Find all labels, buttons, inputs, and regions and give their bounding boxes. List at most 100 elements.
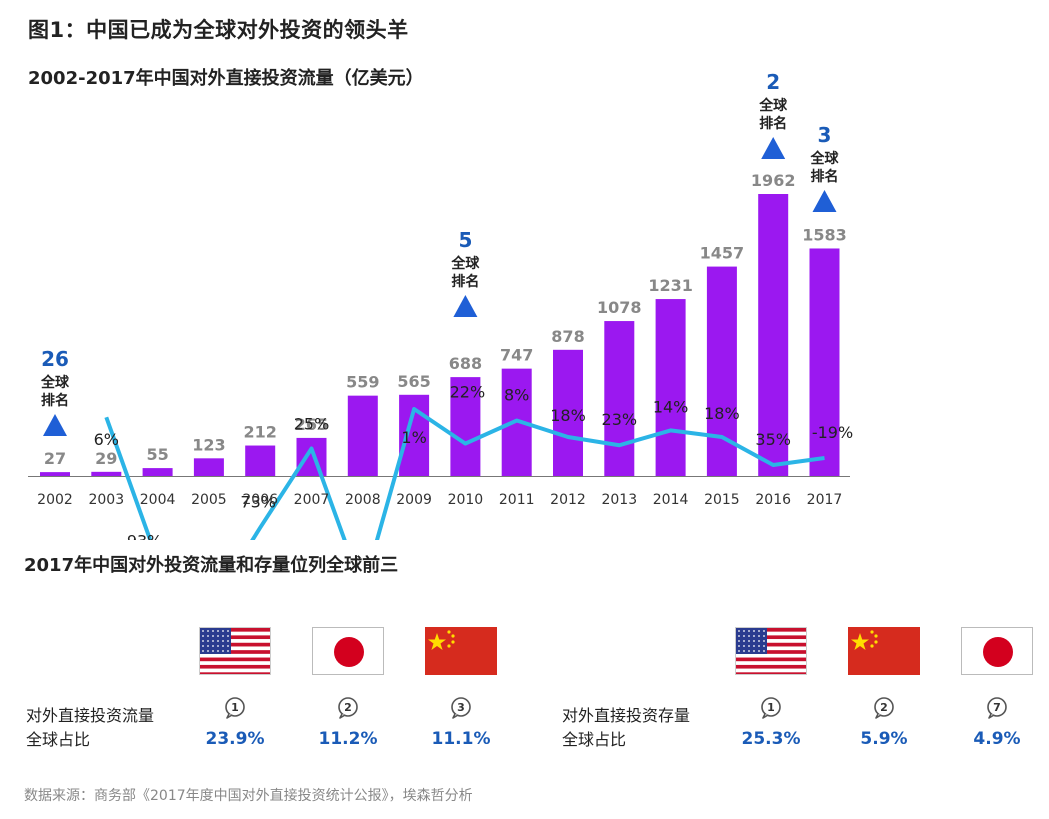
rank-label2-2010: 排名 (451, 273, 479, 290)
bar-label-2016: 1962 (751, 171, 796, 190)
growth-label-2007: 25% (294, 415, 330, 434)
svg-text:7: 7 (993, 701, 1001, 714)
flow-label-line2: 全球占比 (26, 730, 91, 749)
x-tick-2012: 2012 (550, 492, 586, 508)
x-tick-2016: 2016 (755, 492, 791, 508)
rank-label1-2010: 全球 (450, 255, 480, 272)
bar-label-2006: 212 (243, 423, 276, 442)
bar-2016 (758, 194, 789, 476)
x-tick-2005: 2005 (191, 492, 227, 508)
x-tick-2004: 2004 (140, 492, 176, 508)
rank-bubble-icon: 2 (872, 696, 894, 719)
x-tick-2006: 2006 (242, 492, 278, 508)
rank-label2-2016: 排名 (759, 115, 787, 132)
rank-number-2010: 5 (458, 228, 472, 252)
rank-up-triangle-icon-2010 (453, 295, 478, 317)
rank-number-2016: 2 (766, 70, 780, 94)
flow-share-2: 11.2% (318, 729, 378, 749)
bar-2004 (142, 468, 173, 476)
svg-text:2: 2 (880, 701, 888, 714)
growth-label-2012: 18% (550, 406, 586, 425)
flow-label-line1: 对外直接投资流量 (26, 706, 155, 725)
stock-share-3: 4.9% (973, 729, 1021, 749)
section2-title: 2017年中国对外投资流量和存量位列全球前三 (24, 555, 399, 576)
bar-2003 (91, 471, 122, 476)
rank-number-2017: 3 (818, 123, 832, 147)
x-tick-2017: 2017 (807, 492, 843, 508)
x-tick-2011: 2011 (499, 492, 535, 508)
rank-up-triangle-icon-2002 (43, 414, 67, 436)
growth-label-2004: 93% (127, 532, 163, 540)
bar-2013 (604, 321, 635, 476)
x-tick-2007: 2007 (294, 492, 330, 508)
growth-label-2003: 6% (94, 430, 119, 449)
bar-label-2010: 688 (449, 354, 482, 373)
flow-share-1: 23.9% (205, 729, 265, 749)
chart-title: 2002-2017年中国对外直接投资流量（亿美元） (28, 68, 424, 89)
x-tick-2013: 2013 (601, 492, 637, 508)
bar-2005 (193, 458, 224, 476)
rank-label2-2017: 排名 (811, 168, 839, 185)
bar-label-2003: 29 (95, 449, 117, 468)
growth-label-2010: 22% (450, 383, 486, 402)
bar-label-2008: 559 (346, 373, 379, 392)
bar-label-2017: 1583 (802, 225, 847, 244)
stock-share-1: 25.3% (741, 729, 801, 749)
source-note: 数据来源：商务部《2017年度中国对外直接投资统计公报》，埃森哲分析 (24, 788, 473, 804)
bar-label-2005: 123 (192, 435, 225, 454)
bar-2014 (655, 299, 686, 476)
stock-share-2: 5.9% (860, 729, 908, 749)
rank-up-triangle-icon-2016 (761, 137, 786, 159)
cn-flag-icon (848, 627, 920, 675)
rank-up-triangle-icon-2017 (812, 190, 837, 212)
bar-2002 (40, 472, 70, 476)
growth-line (104, 407, 825, 540)
bar-label-2007: 265 (295, 415, 328, 434)
x-tick-2009: 2009 (396, 492, 432, 508)
bar-2017 (809, 248, 840, 476)
jp-flag-icon (961, 627, 1033, 675)
growth-label-2015: 18% (704, 404, 740, 423)
x-tick-2008: 2008 (345, 492, 381, 508)
svg-text:1: 1 (231, 701, 239, 714)
rank-bubble-icon: 7 (985, 696, 1007, 719)
svg-text:2: 2 (344, 701, 352, 714)
flow-row-label: 对外直接投资流量 全球占比 (26, 704, 154, 752)
us-flag-icon (735, 627, 807, 675)
bar-2010 (450, 377, 481, 476)
cn-flag-icon (425, 627, 497, 675)
figure-title: 图1：中国已成为全球对外投资的领头羊 (28, 18, 409, 42)
growth-label-2017: -19% (812, 423, 853, 442)
bar-label-2011: 747 (500, 346, 533, 365)
bar-label-2002: 27 (44, 449, 66, 468)
jp-flag-icon (312, 627, 384, 675)
rank-bubble-icon: 1 (759, 696, 781, 719)
bar-label-2004: 55 (146, 445, 168, 464)
x-tick-2015: 2015 (704, 492, 740, 508)
bar-label-2012: 878 (551, 327, 584, 346)
rank-number-2002: 26 (41, 347, 69, 371)
stock-label-line1: 对外直接投资存量 (562, 706, 691, 725)
x-tick-2010: 2010 (448, 492, 484, 508)
rank-label1-2002: 全球 (40, 374, 70, 391)
rank-label2-2002: 排名 (41, 392, 69, 409)
x-tick-2003: 2003 (88, 492, 124, 508)
bar-label-2015: 1457 (700, 244, 745, 263)
growth-label-2009: 1% (401, 428, 426, 447)
stock-label-line2: 全球占比 (562, 730, 627, 749)
bar-2012 (553, 349, 583, 476)
rank-bubble-icon: 1 (223, 696, 245, 719)
rank-label1-2017: 全球 (810, 150, 840, 167)
bar-2006 (245, 445, 276, 476)
bar-label-2014: 1231 (648, 276, 693, 295)
growth-label-2016: 35% (755, 430, 791, 449)
bar-2008 (347, 395, 378, 476)
jp-sun-disc (983, 637, 1013, 667)
bar-2007 (296, 437, 327, 476)
us-flag-icon (199, 627, 271, 675)
bar-label-2013: 1078 (597, 298, 642, 317)
svg-text:1: 1 (767, 701, 775, 714)
growth-label-2006: 73% (240, 493, 276, 512)
svg-text:3: 3 (457, 701, 465, 714)
growth-label-2011: 8% (504, 386, 529, 405)
